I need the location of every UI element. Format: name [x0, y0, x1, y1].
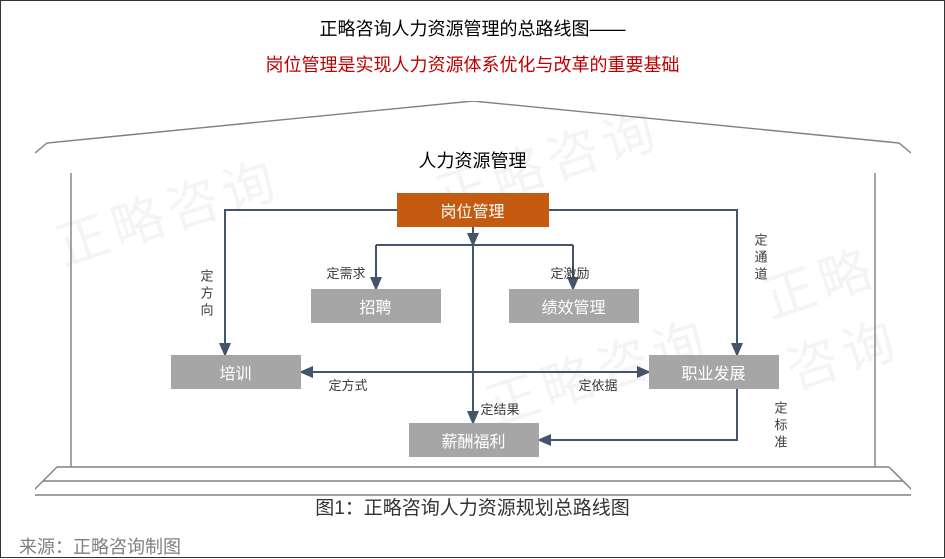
edge-label-standard: 定标准	[771, 401, 790, 452]
node-train: 培训	[171, 355, 301, 389]
edge-label-demand: 定需求	[327, 263, 366, 282]
edge-label-basis: 定依据	[579, 375, 618, 394]
title-main: 正略咨询人力资源管理的总路线图——	[1, 15, 944, 41]
edge-label-channel: 定通道	[751, 233, 770, 284]
edge-label-motivate: 定激励	[551, 263, 590, 282]
figure-caption: 图1：正略咨询人力资源规划总路线图	[1, 493, 944, 520]
node-comp: 薪酬福利	[409, 423, 539, 457]
edge-label-result: 定结果	[481, 399, 520, 418]
title-subtitle: 岗位管理是实现人力资源体系优化与改革的重要基础	[1, 51, 944, 77]
node-career: 职业发展	[649, 355, 779, 389]
node-perf: 绩效管理	[509, 289, 639, 323]
hr-management-title: 人力资源管理	[419, 147, 527, 173]
edge-label-direction: 定方向	[197, 269, 216, 320]
node-main: 岗位管理	[397, 193, 549, 227]
flowchart: 岗位管理招聘 绩效管理培训 职业发展薪酬福利 定方向 定通道定需求 定激励定方式 定依据定…	[113, 177, 833, 467]
source-label: 来源：正略咨询制图	[19, 533, 181, 559]
edge-label-method: 定方式	[329, 375, 368, 394]
node-recruit: 招聘	[311, 289, 441, 323]
